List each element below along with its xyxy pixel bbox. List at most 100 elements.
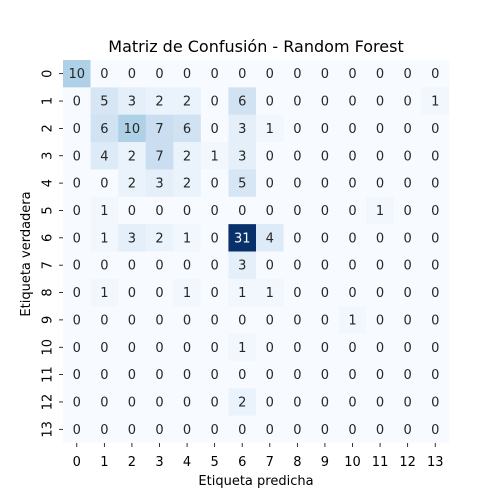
cell-value-r2-c8: 0 xyxy=(293,122,301,137)
cell-value-r5-c2: 0 xyxy=(128,204,136,219)
heatmap-cell-r11-c0 xyxy=(63,360,91,389)
heatmap-cell-r4-c8 xyxy=(283,169,312,198)
cell-value-r8-c11: 0 xyxy=(376,286,384,301)
heatmap-cell-r1-c1 xyxy=(90,87,119,116)
cell-value-r8-c5: 0 xyxy=(211,286,219,301)
heatmap-cell-r12-c13 xyxy=(421,388,450,416)
cell-value-r10-c5: 0 xyxy=(211,341,219,356)
cell-value-r3-c1: 4 xyxy=(100,149,108,164)
cell-value-r13-c11: 0 xyxy=(376,423,384,438)
heatmap-cell-r3-c4 xyxy=(173,142,202,170)
heatmap-cell-r4-c4 xyxy=(173,169,202,198)
cell-value-r12-c11: 0 xyxy=(376,395,384,410)
cell-value-r0-c4: 0 xyxy=(183,67,191,82)
heatmap-cell-r6-c12 xyxy=(393,224,422,252)
heatmap-cell-r11-c5 xyxy=(200,360,229,389)
cell-value-r12-c0: 0 xyxy=(73,395,81,410)
heatmap-cell-r8-c11 xyxy=(366,278,395,307)
heatmap-cell-r2-c13 xyxy=(421,114,450,143)
cell-value-r2-c10: 0 xyxy=(348,122,356,137)
heatmap-cell-r12-c2 xyxy=(118,388,147,416)
cell-value-r2-c12: 0 xyxy=(404,122,412,137)
heatmap-cell-r13-c0 xyxy=(63,415,91,444)
heatmap-cell-r6-c10 xyxy=(338,224,367,252)
cell-value-r9-c2: 0 xyxy=(128,313,136,328)
heatmap-cell-r7-c9 xyxy=(311,251,340,280)
heatmap-cell-r5-c10 xyxy=(338,196,367,225)
heatmap-cell-r11-c11 xyxy=(366,360,395,389)
cell-value-r1-c12: 0 xyxy=(404,95,412,110)
y-tick-label-12: 12 xyxy=(41,394,56,411)
cell-value-r3-c7: 0 xyxy=(266,149,274,164)
cell-value-r0-c6: 0 xyxy=(238,67,246,82)
heatmap-cell-r1-c0 xyxy=(63,87,91,116)
heatmap-cell-r1-c3 xyxy=(145,87,174,116)
heatmap-cell-r7-c11 xyxy=(366,251,395,280)
cell-value-r9-c12: 0 xyxy=(404,313,412,328)
cell-value-r13-c12: 0 xyxy=(404,423,412,438)
cell-value-r3-c12: 0 xyxy=(404,149,412,164)
cell-value-r5-c10: 0 xyxy=(348,204,356,219)
cell-value-r8-c6: 1 xyxy=(238,286,246,301)
cell-value-r3-c4: 2 xyxy=(183,149,191,164)
heatmap-cell-r13-c12 xyxy=(393,415,422,444)
heatmap-cell-r9-c2 xyxy=(118,306,147,334)
cell-value-r7-c12: 0 xyxy=(404,259,412,274)
heatmap-cell-r13-c3 xyxy=(145,415,174,444)
y-tick-label-3: 3 xyxy=(41,152,56,160)
cell-value-r12-c5: 0 xyxy=(211,395,219,410)
heatmap-cell-r0-c13 xyxy=(421,60,450,88)
x-tick-label-6: 6 xyxy=(238,455,246,470)
cell-value-r9-c13: 0 xyxy=(431,313,439,328)
x-tick-label-9: 9 xyxy=(321,455,329,470)
y-axis-label: Etiqueta verdadera xyxy=(19,191,34,316)
cell-value-r0-c7: 0 xyxy=(266,67,274,82)
heatmap-cell-r0-c12 xyxy=(393,60,422,88)
cell-value-r8-c13: 0 xyxy=(431,286,439,301)
cell-value-r6-c6: 31 xyxy=(234,231,251,246)
cell-value-r10-c13: 0 xyxy=(431,341,439,356)
cell-value-r3-c6: 3 xyxy=(238,149,246,164)
cell-value-r10-c8: 0 xyxy=(293,341,301,356)
cell-value-r1-c13: 1 xyxy=(431,95,439,110)
heatmap-cell-r0-c9 xyxy=(311,60,340,88)
heatmap-cell-r4-c2 xyxy=(118,169,147,198)
heatmap-cell-r9-c3 xyxy=(145,306,174,334)
heatmap-cell-r8-c5 xyxy=(200,278,229,307)
cell-value-r12-c3: 0 xyxy=(155,395,163,410)
cell-value-r3-c10: 0 xyxy=(348,149,356,164)
heatmap-cell-r5-c1 xyxy=(90,196,119,225)
cell-value-r5-c4: 0 xyxy=(183,204,191,219)
heatmap-cell-r4-c6 xyxy=(228,169,257,198)
heatmap-cell-r3-c3 xyxy=(145,142,174,170)
heatmap-cell-r10-c6 xyxy=(228,333,257,362)
cell-value-r12-c6: 2 xyxy=(238,395,246,410)
cell-value-r0-c11: 0 xyxy=(376,67,384,82)
heatmap-cell-r4-c0 xyxy=(63,169,91,198)
y-tick-label-11: 11 xyxy=(41,366,56,383)
heatmap-cell-r8-c13 xyxy=(421,278,450,307)
cell-value-r10-c1: 0 xyxy=(100,341,108,356)
cell-value-r6-c0: 0 xyxy=(73,231,81,246)
heatmap-cell-r13-c7 xyxy=(256,415,284,444)
heatmap-cell-r1-c5 xyxy=(200,87,229,116)
heatmap-cell-r1-c4 xyxy=(173,87,202,116)
heatmap-cell-r3-c2 xyxy=(118,142,147,170)
cell-value-r1-c4: 2 xyxy=(183,95,191,110)
cell-value-r5-c3: 0 xyxy=(155,204,163,219)
heatmap-cell-r6-c7 xyxy=(256,224,284,252)
heatmap-cell-r9-c12 xyxy=(393,306,422,334)
cell-value-r11-c8: 0 xyxy=(293,368,301,383)
heatmap-cell-r6-c3 xyxy=(145,224,174,252)
cell-value-r11-c9: 0 xyxy=(321,368,329,383)
cell-value-r5-c6: 0 xyxy=(238,204,246,219)
heatmap-cell-r1-c12 xyxy=(393,87,422,116)
y-tick-label-1: 1 xyxy=(41,97,56,105)
heatmap-cell-r10-c3 xyxy=(145,333,174,362)
cell-value-r1-c8: 0 xyxy=(293,95,301,110)
heatmap-cell-r11-c1 xyxy=(90,360,119,389)
heatmap-cell-r4-c12 xyxy=(393,169,422,198)
cell-value-r1-c6: 6 xyxy=(238,95,246,110)
cell-value-r3-c8: 0 xyxy=(293,149,301,164)
heatmap-cell-r7-c8 xyxy=(283,251,312,280)
